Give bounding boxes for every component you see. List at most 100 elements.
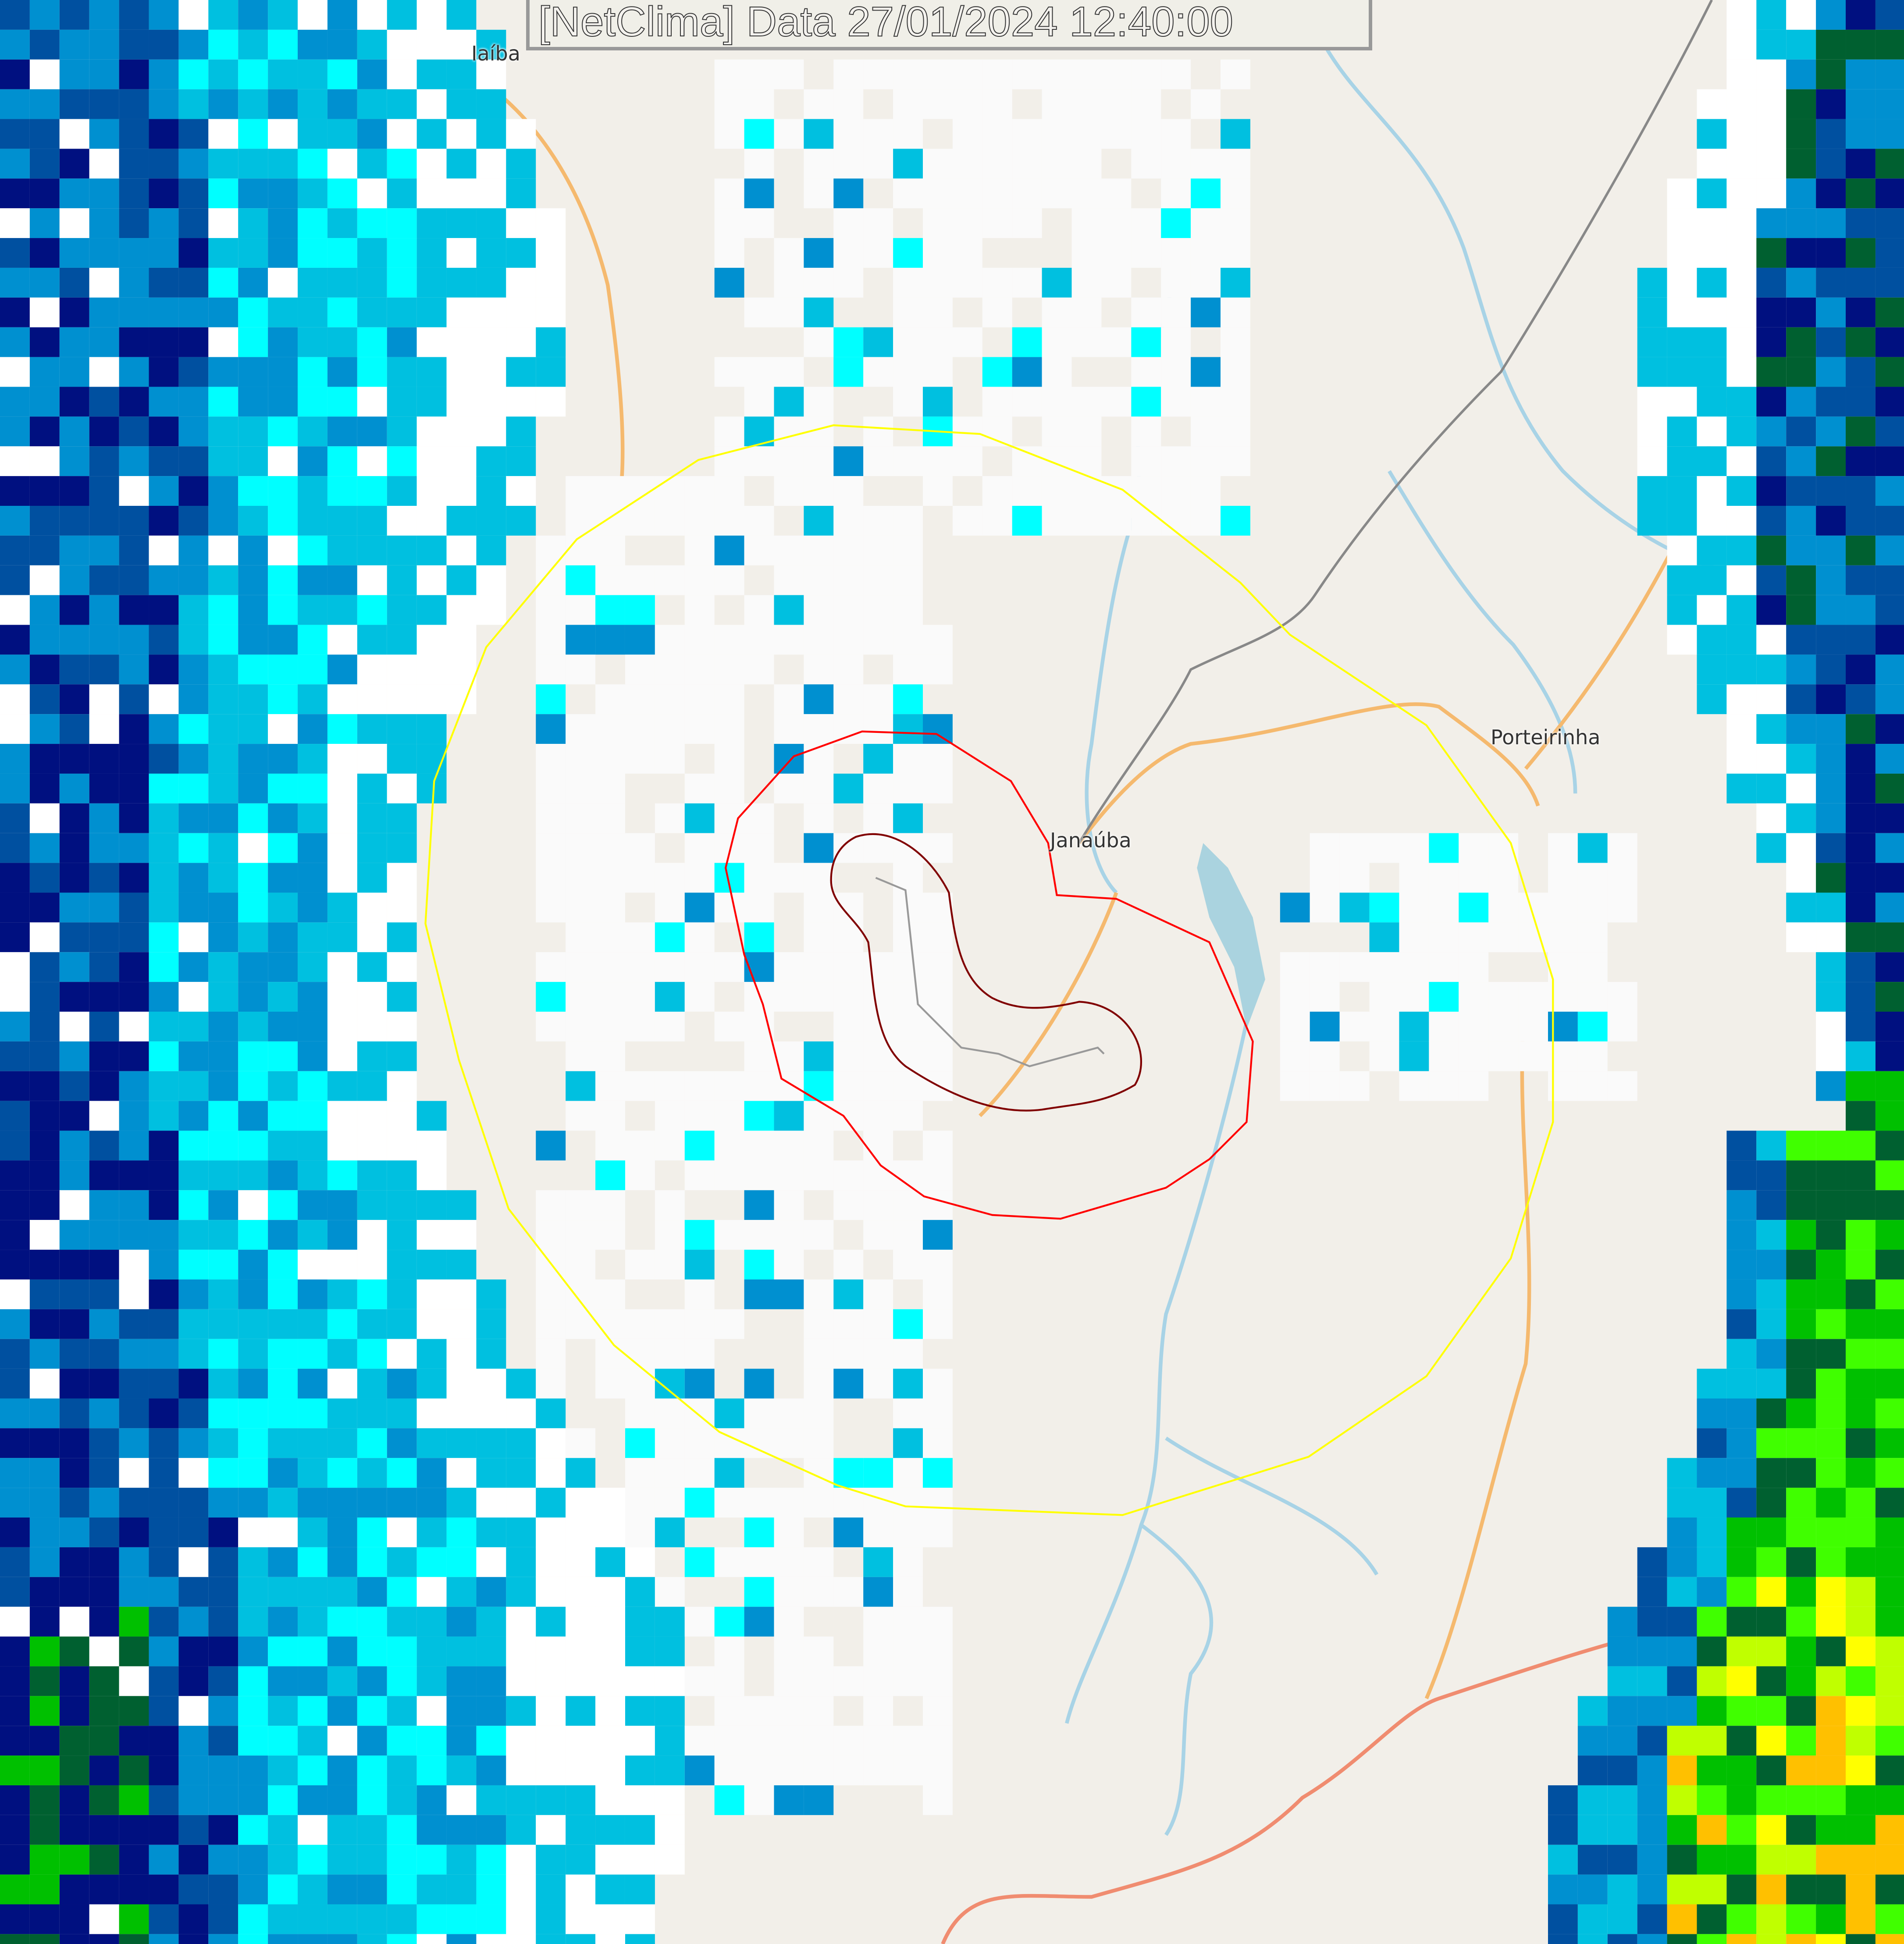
railway bbox=[1078, 0, 1713, 844]
radar-echo-cell bbox=[1697, 357, 1727, 387]
radar-echo-cell bbox=[268, 654, 298, 685]
radar-echo-cell bbox=[416, 0, 447, 30]
radar-echo-cell bbox=[744, 1250, 774, 1279]
radar-echo-cell bbox=[59, 416, 89, 447]
radar-echo-cell bbox=[1459, 982, 1489, 1012]
radar-echo-cell bbox=[357, 1368, 387, 1399]
radar-echo-cell bbox=[566, 833, 596, 863]
radar-echo-cell bbox=[566, 1934, 596, 1944]
radar-echo-cell bbox=[0, 149, 30, 179]
radar-echo-cell bbox=[387, 1309, 417, 1339]
radar-echo-cell bbox=[804, 1041, 834, 1071]
radar-echo-cell bbox=[476, 119, 506, 149]
radar-echo-cell bbox=[59, 1458, 89, 1488]
radar-echo-cell bbox=[149, 1012, 179, 1041]
radar-echo-cell bbox=[178, 446, 209, 476]
radar-echo-cell bbox=[357, 1488, 387, 1518]
radar-echo-cell bbox=[566, 565, 596, 595]
radar-echo-cell bbox=[1875, 208, 1904, 238]
radar-echo-cell bbox=[357, 684, 387, 714]
radar-echo-cell bbox=[1726, 1666, 1757, 1696]
radar-echo-cell bbox=[476, 535, 506, 565]
radar-echo-cell bbox=[1846, 892, 1876, 923]
radar-echo-cell bbox=[29, 1726, 60, 1756]
radar-echo-cell bbox=[268, 1666, 298, 1696]
radar-echo-cell bbox=[714, 1666, 744, 1696]
radar-echo-cell bbox=[298, 1220, 327, 1250]
radar-echo-cell bbox=[208, 863, 238, 893]
radar-echo-cell bbox=[476, 297, 506, 327]
radar-echo-cell bbox=[29, 0, 60, 30]
radar-echo-cell bbox=[893, 387, 923, 417]
radar-echo-cell bbox=[1816, 1190, 1846, 1220]
radar-echo-cell bbox=[298, 565, 327, 595]
radar-echo-cell bbox=[1726, 1130, 1757, 1161]
radar-echo-cell bbox=[1667, 506, 1697, 536]
radar-echo-cell bbox=[119, 267, 149, 298]
radar-echo-cell bbox=[119, 89, 149, 119]
radar-echo-cell bbox=[1786, 297, 1816, 327]
radar-echo-cell bbox=[208, 922, 238, 952]
radar-echo-cell bbox=[178, 416, 209, 447]
radar-echo-cell bbox=[566, 892, 596, 923]
radar-echo-cell bbox=[476, 595, 506, 625]
radar-echo-cell bbox=[149, 773, 179, 803]
radar-echo-cell bbox=[923, 178, 953, 209]
radar-echo-cell bbox=[506, 357, 536, 387]
radar-echo-cell bbox=[238, 29, 268, 60]
radar-echo-cell bbox=[684, 1726, 715, 1756]
radar-echo-cell bbox=[238, 119, 268, 149]
radar-echo-cell bbox=[1071, 506, 1102, 536]
radar-echo-cell bbox=[298, 1518, 327, 1547]
radar-echo-cell bbox=[1577, 1041, 1608, 1071]
radar-echo-cell bbox=[208, 1458, 238, 1488]
radar-echo-cell bbox=[1697, 1696, 1727, 1726]
radar-echo-cell bbox=[0, 29, 30, 60]
radar-echo-cell bbox=[208, 1696, 238, 1726]
radar-echo-cell bbox=[1756, 714, 1787, 744]
radar-echo-cell bbox=[1161, 357, 1191, 387]
radar-echo-cell bbox=[0, 1756, 30, 1785]
radar-echo-cell bbox=[595, 1636, 625, 1667]
radar-echo-cell bbox=[804, 773, 834, 803]
radar-echo-cell bbox=[714, 892, 744, 923]
radar-echo-cell bbox=[1191, 297, 1221, 327]
radar-echo-cell bbox=[1726, 59, 1757, 89]
radar-echo-cell bbox=[1071, 149, 1102, 179]
radar-echo-cell bbox=[416, 208, 447, 238]
radar-echo-cell bbox=[684, 535, 715, 565]
radar-echo-cell bbox=[566, 1458, 596, 1488]
radar-echo-cell bbox=[1369, 922, 1399, 952]
radar-echo-cell bbox=[536, 1130, 566, 1161]
radar-echo-cell bbox=[1667, 1577, 1697, 1607]
radar-echo-cell bbox=[446, 0, 477, 30]
radar-echo-cell bbox=[1846, 1279, 1876, 1309]
radar-echo-cell bbox=[387, 119, 417, 149]
radar-echo-cell bbox=[625, 1368, 655, 1399]
radar-echo-cell bbox=[119, 238, 149, 268]
radar-echo-cell bbox=[923, 476, 953, 506]
radar-echo-cell bbox=[178, 1368, 209, 1399]
radar-echo-cell bbox=[1726, 1368, 1757, 1399]
radar-echo-cell bbox=[298, 1756, 327, 1785]
radar-echo-cell bbox=[1875, 238, 1904, 268]
radar-echo-cell bbox=[893, 149, 923, 179]
radar-echo-cell bbox=[1846, 1309, 1876, 1339]
radar-echo-cell bbox=[744, 1041, 774, 1071]
radar-echo-cell bbox=[1726, 773, 1757, 803]
radar-echo-cell bbox=[149, 238, 179, 268]
radar-echo-cell bbox=[1875, 1666, 1904, 1696]
radar-echo-cell bbox=[0, 238, 30, 268]
radar-echo-cell bbox=[1816, 149, 1846, 179]
radar-echo-cell bbox=[29, 1428, 60, 1458]
radar-echo-cell bbox=[416, 1934, 447, 1944]
radar-echo-cell bbox=[387, 267, 417, 298]
radar-echo-cell bbox=[566, 1785, 596, 1815]
radar-echo-cell bbox=[1846, 89, 1876, 119]
radar-echo-cell bbox=[0, 684, 30, 714]
radar-echo-cell bbox=[1875, 1934, 1904, 1944]
radar-echo-cell bbox=[357, 1577, 387, 1607]
highway bbox=[941, 1635, 1638, 1944]
radar-echo-cell bbox=[119, 1815, 149, 1845]
